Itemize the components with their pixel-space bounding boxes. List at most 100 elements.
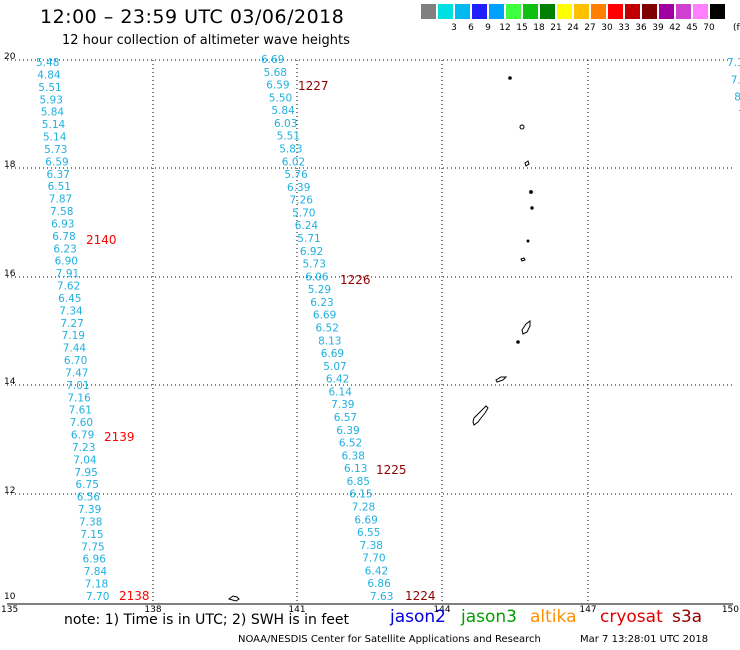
wave-height-value: 6.39 [287,182,310,194]
wave-height-value: 7.26 [290,195,314,207]
wave-height-value: 7.70 [362,553,385,565]
wave-height-value: 5.76 [284,169,308,181]
wave-height-value: 6.42 [365,565,388,577]
wave-height-value: 6.51 [48,181,71,193]
legend-swatch [472,4,488,19]
wave-height-value: 5.14 [42,119,66,131]
satellite-key-item: s3a [672,607,703,627]
wave-height-value: 7.15 [80,529,103,541]
satellite-key-item: altika [530,607,577,627]
satellite-key-item: jason3 [461,607,517,627]
latitude-tick-label: 20 [4,52,16,62]
wave-height-value: 5.48 [36,57,59,69]
island-rota [495,376,508,383]
wave-height-value: 5.93 [40,94,63,106]
wave-height-value: 6.59 [45,156,68,168]
legend-label: 15 [516,23,528,33]
pass-time-label: 1224 [405,589,436,603]
wave-height-value: 6.93 [51,218,74,230]
wave-height-value: 7.38 [79,517,102,529]
wave-height-value: 7.39 [331,399,354,411]
legend-swatch [523,4,539,19]
legend-label: 42 [669,23,681,33]
legend-label: 45 [686,23,698,33]
wave-height-value: 6.75 [76,479,99,491]
legend-label: 39 [652,23,664,33]
wave-height-value: 6.23 [53,243,76,255]
wave-height-value: 7.63 [370,591,393,603]
wave-height-value: 6.23 [310,297,333,309]
satellite-key-item: jason2 [390,607,446,627]
wave-height-value: 7.44 [63,343,87,355]
pass-time-label: 1227 [298,79,329,93]
legend-label: 9 [485,23,491,33]
legend-swatch [557,4,573,19]
wave-height-value: 7.60 [70,417,93,429]
wave-height-value: 7.27 [60,318,83,330]
wave-height-value: 6.70 [64,355,87,367]
island-agrihan [524,160,530,167]
satellite-key-item: cryosat [600,607,663,627]
island-yap [227,595,240,602]
wave-height-value: 6.69 [321,348,344,360]
wave-height-value: 5.73 [44,144,67,156]
generation-timestamp: Mar 7 13:28:01 UTC 2018 [580,634,709,645]
wave-height-value: 7. [731,74,740,86]
map-title: 12:00 – 23:59 UTC 03/06/2018 [40,6,345,28]
pass-time-label: 1226 [340,273,371,287]
pass-time-label: 2140 [86,233,117,247]
wave-height-value: 8. [734,92,740,104]
wave-height-value: 7.47 [65,368,88,380]
wave-height-value: 5.07 [323,361,346,373]
legend-swatch [608,4,624,19]
altimeter-tracks: 5.484.845.515.935.845.145.145.736.596.37… [36,54,740,603]
pass-time-label: 1225 [376,463,407,477]
wave-height-value: 6.79 [71,430,94,442]
axis-tick-labels: 135 138 141 144 147 150 20 18 16 14 12 10 [1,52,739,615]
wave-height-value: 7.39 [78,504,101,516]
legend-swatch [642,4,658,19]
legend-swatch [506,4,522,19]
legend-swatch [540,4,556,19]
wave-height-value: 6.06 [305,271,329,283]
legend-label: 27 [584,23,596,33]
wave-height-value: 6.96 [83,554,107,566]
legend-label: 36 [635,23,647,33]
wave-height-value: 6.86 [367,578,391,590]
wave-height-value: 7.84 [84,566,108,578]
wave-height-value: 7.01 [66,380,89,392]
wave-height-value: 6.69 [261,54,284,66]
wave-height-value: 5.73 [303,259,326,271]
legend-swatch [455,4,471,19]
legend-swatch [421,4,437,19]
legend-label: 18 [533,23,545,33]
wave-height-value: 6.38 [342,450,365,462]
legend-swatch [710,4,726,19]
wave-height-value: 7.04 [73,454,97,466]
map-subtitle: 12 hour collection of altimeter wave hei… [62,33,350,48]
wave-height-value: 6.69 [354,514,377,526]
wave-height-value: 7 [738,109,740,121]
wave-height-value: 5.50 [269,92,292,104]
latitude-tick-label: 16 [4,269,16,279]
footnote: note: 1) Time is in UTC; 2) SWH is in fe… [64,612,350,628]
wave-height-value: 5.68 [264,67,287,79]
wave-height-value: 6.14 [329,386,353,398]
wave-height-value: 6.13 [344,463,367,475]
wave-height-value: 7.95 [74,467,97,479]
wave-height-value: 5.84 [271,105,295,117]
legend-label: 3 [451,23,457,33]
wave-height-value: 7.38 [360,540,383,552]
latitude-tick-label: 14 [4,377,16,387]
landmass-outlines [227,76,534,602]
wave-height-value: 6.03 [274,118,297,130]
wave-height-value: 6.24 [295,220,319,232]
legend-swatch [489,4,505,19]
wave-height-value: 7.18 [85,579,108,591]
wave-height-value: 5.29 [308,284,331,296]
wave-height-value: 6.55 [357,527,380,539]
wave-height-value: 5.14 [43,132,67,144]
wave-height-value: 6.02 [282,156,305,168]
island-farallon [508,76,512,80]
